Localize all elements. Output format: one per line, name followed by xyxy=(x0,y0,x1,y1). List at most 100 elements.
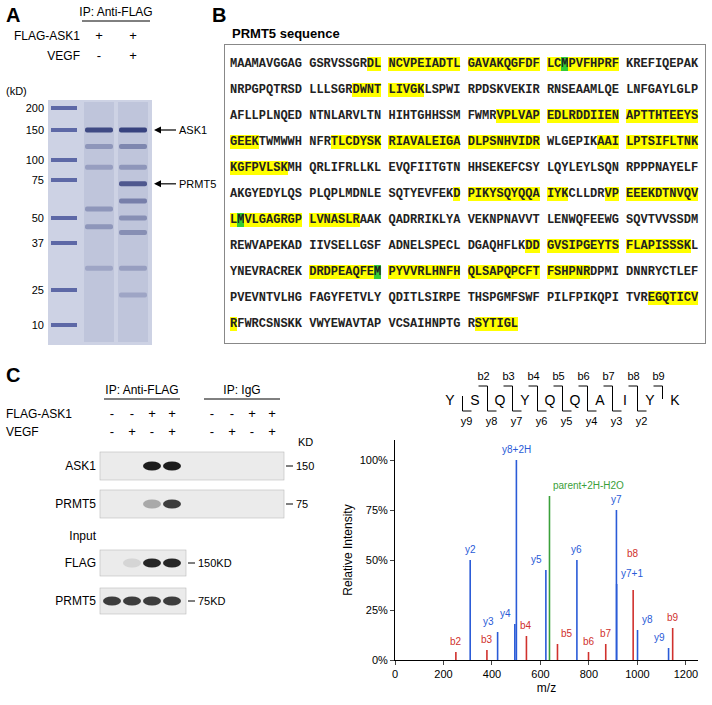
svg-text:VEGF: VEGF xyxy=(47,49,80,63)
svg-text:+: + xyxy=(148,406,156,421)
svg-text:b2: b2 xyxy=(450,636,462,647)
svg-text:200: 200 xyxy=(434,668,452,680)
svg-text:+: + xyxy=(248,406,256,421)
svg-text:A: A xyxy=(6,4,20,26)
svg-text:y8: y8 xyxy=(486,415,498,427)
svg-text:Y: Y xyxy=(645,392,655,408)
svg-text:75: 75 xyxy=(296,498,308,510)
svg-text:400: 400 xyxy=(483,668,501,680)
svg-text:10: 10 xyxy=(32,319,44,331)
svg-text:IP: IgG: IP: IgG xyxy=(223,383,260,397)
svg-text:25%: 25% xyxy=(366,604,388,616)
svg-text:m/z: m/z xyxy=(537,681,556,695)
svg-text:1000: 1000 xyxy=(625,668,649,680)
svg-text:PRMT5: PRMT5 xyxy=(179,178,216,190)
svg-text:b2: b2 xyxy=(477,370,489,382)
svg-text:+: + xyxy=(268,424,276,439)
svg-text:-: - xyxy=(110,424,114,439)
svg-text:b4: b4 xyxy=(520,620,532,631)
svg-text:y6: y6 xyxy=(536,415,548,427)
svg-text:150: 150 xyxy=(296,460,314,472)
svg-text:PRMT5: PRMT5 xyxy=(55,497,96,511)
svg-text:100: 100 xyxy=(26,154,44,166)
svg-text:150KD: 150KD xyxy=(198,557,232,569)
svg-text:C: C xyxy=(6,364,20,386)
svg-text:b7: b7 xyxy=(602,370,614,382)
svg-text:800: 800 xyxy=(580,668,598,680)
svg-text:B: B xyxy=(212,4,226,26)
svg-text:50: 50 xyxy=(32,212,44,224)
svg-text:y7: y7 xyxy=(611,494,622,505)
svg-text:y8+2H: y8+2H xyxy=(502,444,531,455)
svg-text:PRMT5 sequence: PRMT5 sequence xyxy=(232,26,340,41)
svg-text:b6: b6 xyxy=(583,636,595,647)
svg-text:FLAG: FLAG xyxy=(65,556,96,570)
svg-text:parent+2H-H2O: parent+2H-H2O xyxy=(553,480,624,491)
svg-text:y4: y4 xyxy=(586,415,598,427)
svg-text:y9: y9 xyxy=(654,632,665,643)
svg-text:-: - xyxy=(250,424,254,439)
svg-text:-: - xyxy=(210,424,214,439)
svg-text:b3: b3 xyxy=(502,370,514,382)
svg-text:-: - xyxy=(230,406,234,421)
svg-text:K: K xyxy=(670,392,680,408)
svg-text:Q: Q xyxy=(495,392,506,408)
svg-text:b5: b5 xyxy=(561,628,573,639)
svg-text:Relative Intensity: Relative Intensity xyxy=(341,504,355,595)
svg-text:-: - xyxy=(210,406,214,421)
svg-text:75: 75 xyxy=(32,174,44,186)
svg-text:PRMT5: PRMT5 xyxy=(55,594,96,608)
svg-text:b9: b9 xyxy=(667,612,679,623)
svg-text:0%: 0% xyxy=(372,654,388,666)
svg-text:b6: b6 xyxy=(577,370,589,382)
svg-text:y7+1: y7+1 xyxy=(621,568,643,579)
svg-text:y4: y4 xyxy=(500,608,511,619)
svg-text:Y: Y xyxy=(445,392,455,408)
svg-text:y8: y8 xyxy=(642,614,653,625)
svg-text:+: + xyxy=(129,48,137,63)
svg-text:Q: Q xyxy=(570,392,581,408)
svg-text:ASK1: ASK1 xyxy=(65,459,96,473)
svg-text:y3: y3 xyxy=(611,415,623,427)
svg-text:Input: Input xyxy=(69,529,96,543)
svg-text:Q: Q xyxy=(545,392,556,408)
svg-text:37: 37 xyxy=(32,237,44,249)
svg-text:b8: b8 xyxy=(627,370,639,382)
svg-text:+: + xyxy=(95,28,103,43)
svg-text:A: A xyxy=(595,392,605,408)
svg-text:b5: b5 xyxy=(552,370,564,382)
svg-text:100%: 100% xyxy=(360,454,388,466)
svg-text:y6: y6 xyxy=(571,544,582,555)
svg-text:y5: y5 xyxy=(531,554,542,565)
svg-text:(kD): (kD) xyxy=(6,85,27,97)
svg-text:b4: b4 xyxy=(527,370,539,382)
svg-text:50%: 50% xyxy=(366,554,388,566)
svg-text:-: - xyxy=(110,406,114,421)
svg-text:I: I xyxy=(623,392,627,408)
svg-text:Y: Y xyxy=(520,392,530,408)
svg-text:FLAG-ASK1: FLAG-ASK1 xyxy=(6,407,72,421)
svg-text:VEGF: VEGF xyxy=(6,425,39,439)
svg-text:y2: y2 xyxy=(465,544,476,555)
svg-text:-: - xyxy=(130,406,134,421)
svg-text:600: 600 xyxy=(531,668,549,680)
svg-text:b7: b7 xyxy=(600,628,612,639)
svg-text:KD: KD xyxy=(298,436,313,448)
svg-text:y3: y3 xyxy=(483,616,494,627)
svg-text:150: 150 xyxy=(26,124,44,136)
svg-text:1200: 1200 xyxy=(674,668,698,680)
svg-text:-: - xyxy=(150,424,154,439)
svg-text:200: 200 xyxy=(26,102,44,114)
svg-text:ASK1: ASK1 xyxy=(179,124,207,136)
svg-text:b3: b3 xyxy=(481,634,493,645)
svg-text:y9: y9 xyxy=(461,415,473,427)
svg-text:75KD: 75KD xyxy=(198,595,226,607)
svg-text:FLAG-ASK1: FLAG-ASK1 xyxy=(14,29,80,43)
svg-text:+: + xyxy=(168,424,176,439)
svg-text:IP: Anti-FLAG: IP: Anti-FLAG xyxy=(79,5,152,19)
svg-text:75%: 75% xyxy=(366,504,388,516)
svg-text:+: + xyxy=(228,424,236,439)
svg-text:-: - xyxy=(97,48,101,63)
svg-text:+: + xyxy=(128,424,136,439)
svg-text:y2: y2 xyxy=(636,415,648,427)
